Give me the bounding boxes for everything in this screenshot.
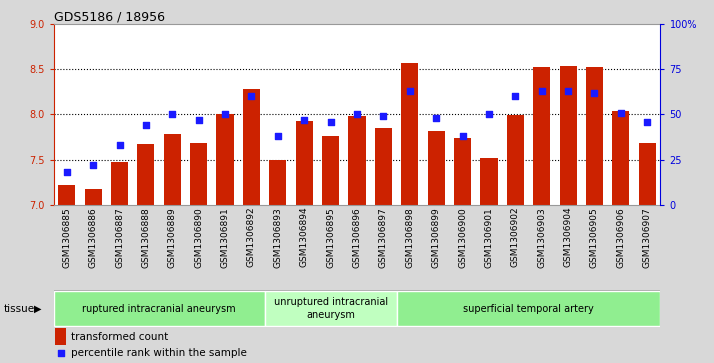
Point bbox=[536, 88, 548, 94]
Text: GSM1306898: GSM1306898 bbox=[406, 207, 414, 268]
Point bbox=[61, 170, 72, 175]
Bar bbox=[428, 131, 445, 205]
Point bbox=[378, 113, 389, 119]
Text: GSM1306906: GSM1306906 bbox=[616, 207, 625, 268]
Point bbox=[457, 133, 468, 139]
Bar bbox=[190, 143, 207, 205]
Text: superficial temporal artery: superficial temporal artery bbox=[463, 303, 594, 314]
Text: GSM1306894: GSM1306894 bbox=[300, 207, 308, 268]
Bar bbox=[164, 134, 181, 205]
Bar bbox=[507, 115, 524, 205]
Text: GSM1306904: GSM1306904 bbox=[563, 207, 573, 268]
Bar bbox=[58, 185, 75, 205]
Point bbox=[483, 111, 495, 117]
Bar bbox=[137, 144, 154, 205]
Point bbox=[246, 93, 257, 99]
Text: GSM1306902: GSM1306902 bbox=[511, 207, 520, 268]
Text: GSM1306886: GSM1306886 bbox=[89, 207, 98, 268]
Text: GSM1306905: GSM1306905 bbox=[590, 207, 599, 268]
Text: GSM1306907: GSM1306907 bbox=[643, 207, 652, 268]
Bar bbox=[533, 67, 550, 205]
Text: unruptured intracranial
aneurysm: unruptured intracranial aneurysm bbox=[273, 297, 388, 320]
Bar bbox=[265, 291, 396, 326]
Text: GSM1306889: GSM1306889 bbox=[168, 207, 177, 268]
Bar bbox=[401, 62, 418, 205]
Point bbox=[404, 88, 416, 94]
Text: GSM1306893: GSM1306893 bbox=[273, 207, 282, 268]
Bar bbox=[84, 189, 101, 205]
Bar bbox=[56, 328, 66, 345]
Bar bbox=[481, 158, 498, 205]
Text: GSM1306897: GSM1306897 bbox=[379, 207, 388, 268]
Point bbox=[114, 142, 125, 148]
Bar bbox=[111, 163, 128, 205]
Bar bbox=[322, 136, 339, 205]
Point bbox=[563, 88, 574, 94]
Point bbox=[87, 162, 99, 168]
Point bbox=[272, 133, 283, 139]
Bar bbox=[348, 116, 366, 205]
Text: GSM1306899: GSM1306899 bbox=[432, 207, 441, 268]
Point bbox=[298, 117, 310, 123]
Point bbox=[431, 115, 442, 121]
Point bbox=[642, 119, 653, 125]
Text: tissue: tissue bbox=[4, 303, 35, 314]
Text: GSM1306887: GSM1306887 bbox=[115, 207, 124, 268]
Text: GSM1306896: GSM1306896 bbox=[353, 207, 361, 268]
Text: percentile rank within the sample: percentile rank within the sample bbox=[71, 348, 246, 358]
Bar bbox=[243, 89, 260, 205]
Text: GSM1306895: GSM1306895 bbox=[326, 207, 335, 268]
Point bbox=[219, 111, 231, 117]
Text: GSM1306890: GSM1306890 bbox=[194, 207, 203, 268]
Text: ruptured intracranial aneurysm: ruptured intracranial aneurysm bbox=[82, 303, 236, 314]
Point bbox=[193, 117, 204, 123]
Text: GSM1306888: GSM1306888 bbox=[141, 207, 151, 268]
Text: GSM1306901: GSM1306901 bbox=[484, 207, 493, 268]
Bar bbox=[269, 160, 286, 205]
Text: ▶: ▶ bbox=[34, 303, 42, 314]
Bar bbox=[54, 291, 265, 326]
Point bbox=[166, 111, 178, 117]
Point bbox=[615, 110, 627, 115]
Text: GSM1306891: GSM1306891 bbox=[221, 207, 230, 268]
Point bbox=[140, 122, 151, 128]
Point bbox=[351, 111, 363, 117]
Bar bbox=[296, 121, 313, 205]
Point bbox=[418, 281, 429, 286]
Text: GSM1306903: GSM1306903 bbox=[537, 207, 546, 268]
Bar bbox=[375, 128, 392, 205]
Bar bbox=[613, 111, 630, 205]
Text: GSM1306892: GSM1306892 bbox=[247, 207, 256, 268]
Point bbox=[589, 90, 600, 95]
Text: transformed count: transformed count bbox=[71, 331, 168, 342]
Bar bbox=[639, 143, 656, 205]
Bar bbox=[216, 114, 233, 205]
Bar bbox=[560, 66, 577, 205]
Text: GSM1306885: GSM1306885 bbox=[62, 207, 71, 268]
Bar bbox=[396, 291, 660, 326]
Bar bbox=[454, 138, 471, 205]
Point bbox=[325, 119, 336, 125]
Bar bbox=[586, 67, 603, 205]
Text: GDS5186 / 18956: GDS5186 / 18956 bbox=[54, 11, 164, 24]
Point bbox=[510, 93, 521, 99]
Text: GSM1306900: GSM1306900 bbox=[458, 207, 467, 268]
